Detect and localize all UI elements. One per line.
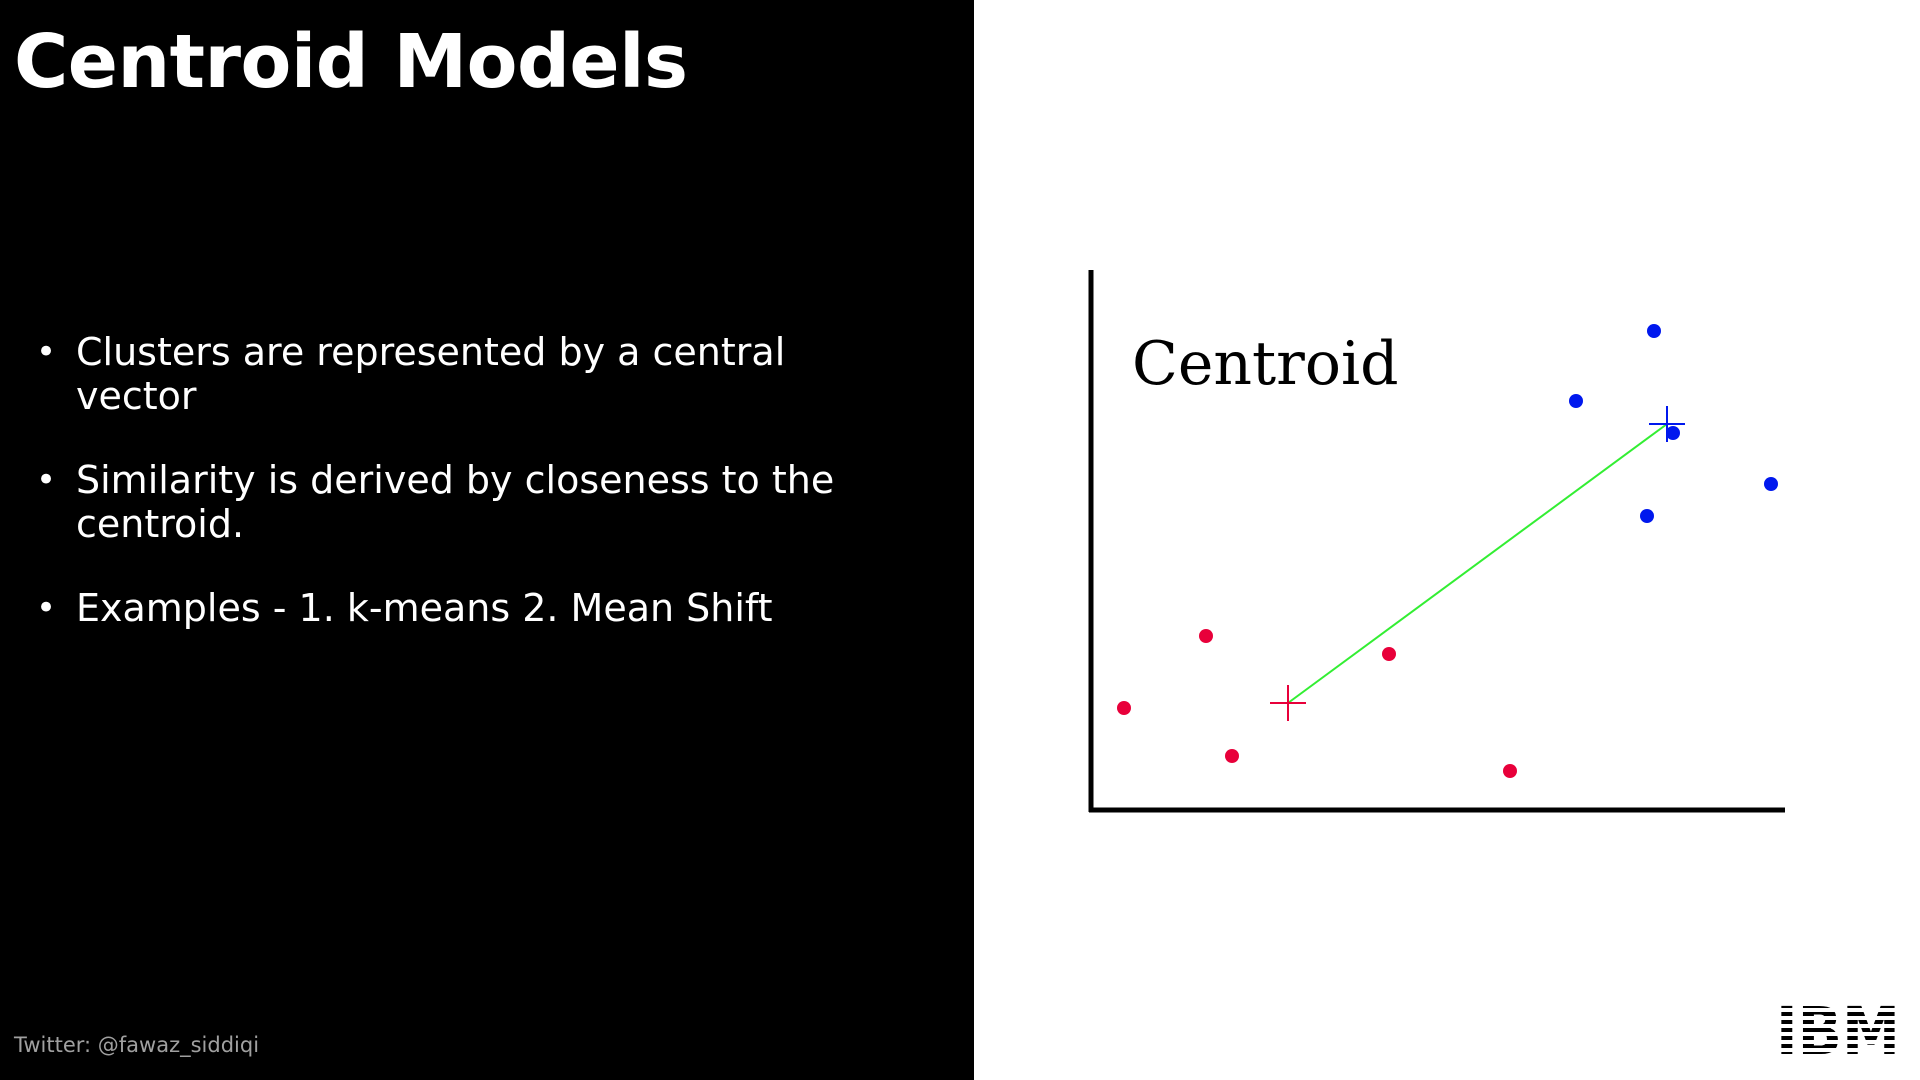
centroid-link — [1287, 423, 1668, 704]
bullet-text: Clusters are represented by a central ve… — [76, 330, 786, 418]
data-point — [1569, 394, 1583, 408]
data-point — [1503, 764, 1517, 778]
ibm-logo-text: IBM — [1776, 1004, 1900, 1056]
data-point — [1382, 647, 1396, 661]
data-point — [1647, 324, 1661, 338]
data-point — [1666, 426, 1680, 440]
bullet-icon: • — [36, 588, 57, 628]
data-point — [1117, 701, 1131, 715]
slide-title: Centroid Models — [14, 19, 688, 105]
data-point — [1225, 749, 1239, 763]
bullet-item: • Examples - 1. k-means 2. Mean Shift — [36, 586, 916, 630]
chart-marks — [1088, 270, 1785, 813]
left-panel: Centroid Models • Clusters are represent… — [14, 19, 916, 1057]
ibm-logo-icon: IBM — [1776, 1004, 1900, 1056]
right-panel — [974, 0, 1920, 1080]
bullet-item: • Clusters are represented by a central … — [36, 330, 916, 418]
data-point — [1640, 509, 1654, 523]
bullet-text: Similarity is derived by closeness to th… — [76, 458, 835, 546]
bullet-text: Examples - 1. k-means 2. Mean Shift — [76, 586, 773, 630]
data-point — [1199, 629, 1213, 643]
bullet-icon: • — [36, 460, 57, 500]
twitter-handle: Twitter: @fawaz_siddiqi — [14, 1033, 260, 1057]
bullet-item: • Similarity is derived by closeness to … — [36, 458, 916, 546]
chart-annotation: Centroid — [1132, 329, 1399, 399]
bullet-list: • Clusters are represented by a central … — [36, 330, 916, 670]
bullet-icon: • — [36, 332, 57, 372]
data-point — [1764, 477, 1778, 491]
